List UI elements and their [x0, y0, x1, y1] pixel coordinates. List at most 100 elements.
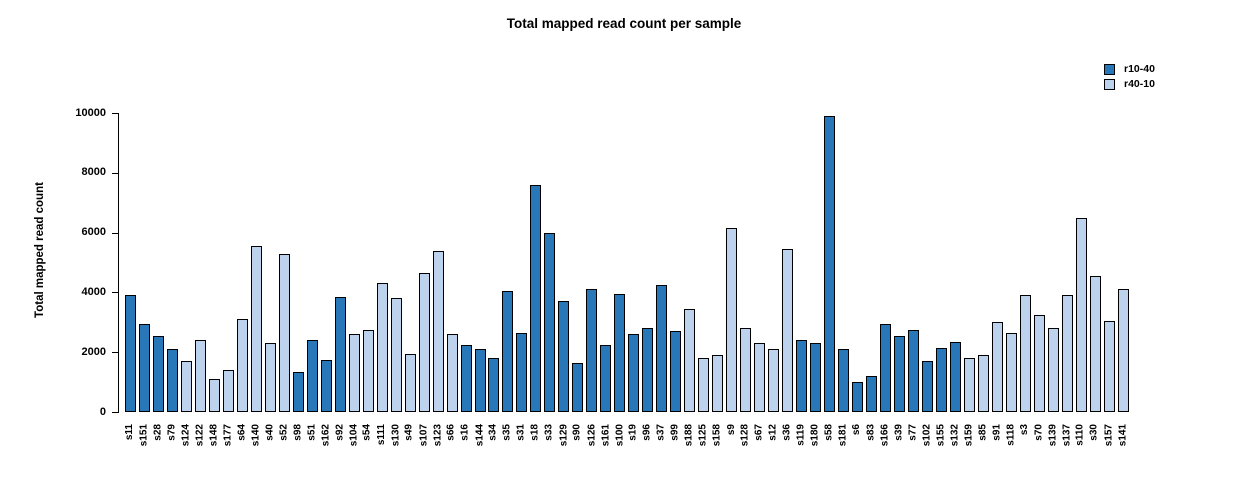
- x-tick-label-s159: s159: [963, 424, 975, 447]
- x-tick-label-s104: s104: [348, 424, 360, 447]
- bar-s12: [768, 349, 780, 412]
- bar-s162: [320, 359, 332, 412]
- bar-s129: [558, 301, 570, 412]
- bar-s91: [991, 322, 1003, 412]
- x-tick-label-s151: s151: [138, 424, 150, 447]
- x-tick-label-s34: s34: [487, 424, 499, 441]
- legend-swatch-r10-40-icon: [1104, 64, 1115, 75]
- bar-s148: [208, 379, 220, 412]
- x-tick-label-s119: s119: [795, 424, 807, 446]
- x-tick-label-s37: s37: [655, 424, 667, 441]
- x-tick-label-s49: s49: [404, 424, 416, 441]
- bar-s157: [1103, 320, 1115, 412]
- bar-s11: [125, 295, 136, 412]
- x-tick-label-s139: s139: [1047, 424, 1059, 447]
- bar-s77: [907, 329, 919, 412]
- y-tick-mark: [112, 113, 119, 114]
- bar-s158: [712, 355, 724, 412]
- bar-s83: [865, 376, 877, 412]
- y-tick-mark: [112, 352, 119, 354]
- x-tick-label-s148: s148: [208, 424, 220, 447]
- legend-label-r40-10: r40-10: [1124, 78, 1155, 90]
- x-tick-label-s79: s79: [166, 424, 178, 441]
- bar-s35: [502, 290, 514, 412]
- bar-s30: [1089, 276, 1101, 412]
- y-tick-label-2000: 2000: [81, 345, 106, 358]
- bar-s70: [1033, 314, 1045, 412]
- bar-s96: [642, 328, 654, 412]
- x-tick-label-s122: s122: [194, 424, 206, 447]
- y-tick-label-6000: 6000: [81, 226, 106, 239]
- bar-s180: [810, 343, 822, 412]
- y-tick-label-0: 0: [99, 405, 106, 418]
- x-tick-label-s129: s129: [557, 424, 569, 447]
- x-tick-label-s85: s85: [977, 424, 989, 441]
- x-tick-label-s161: s161: [599, 424, 611, 447]
- bar-s126: [586, 289, 598, 412]
- y-tick-label-8000: 8000: [81, 166, 106, 179]
- bar-s104: [348, 334, 360, 412]
- bar-s161: [600, 344, 612, 412]
- x-tick-label-s123: s123: [432, 424, 444, 447]
- bar-s66: [446, 334, 458, 412]
- bar-s90: [572, 362, 584, 412]
- x-tick-label-s137: s137: [1061, 424, 1073, 447]
- x-tick-label-s66: s66: [446, 424, 458, 441]
- bar-s181: [837, 349, 849, 412]
- x-tick-label-s33: s33: [543, 424, 555, 441]
- x-tick-label-s35: s35: [501, 424, 513, 441]
- x-tick-label-s128: s128: [739, 424, 751, 447]
- y-tick-label-10000: 10000: [75, 106, 106, 119]
- y-tick-mark: [112, 172, 119, 174]
- bar-s39: [893, 335, 905, 412]
- bar-s102: [921, 361, 933, 412]
- bar-s124: [180, 361, 192, 412]
- bar-s28: [152, 335, 164, 412]
- x-tick-label-s132: s132: [949, 424, 961, 447]
- bar-s137: [1061, 295, 1073, 412]
- bar-s132: [949, 341, 961, 412]
- legend-item-r10-40: r10-40: [1104, 62, 1155, 77]
- x-tick-label-s166: s166: [879, 424, 891, 447]
- bar-s16: [460, 344, 472, 412]
- x-tick-label-s130: s130: [390, 424, 402, 447]
- x-tick-label-s67: s67: [753, 424, 765, 441]
- bar-s18: [530, 184, 542, 412]
- bar-s31: [516, 332, 528, 412]
- bar-s119: [796, 340, 808, 412]
- bar-s98: [292, 371, 304, 412]
- x-tick-label-s126: s126: [585, 424, 597, 447]
- x-tick-label-s141: s141: [1117, 424, 1129, 447]
- bar-s67: [754, 343, 766, 412]
- bar-s144: [474, 349, 486, 412]
- bar-s151: [138, 323, 150, 412]
- x-tick-label-s31: s31: [515, 424, 527, 441]
- bar-s100: [614, 293, 626, 412]
- bar-s107: [418, 273, 430, 412]
- x-tick-label-s51: s51: [306, 424, 318, 441]
- bar-s118: [1005, 332, 1017, 412]
- x-tick-label-s107: s107: [418, 424, 430, 447]
- x-tick-label-s98: s98: [292, 424, 304, 441]
- bar-s130: [390, 298, 402, 412]
- bar-s6: [851, 382, 863, 412]
- bar-s166: [879, 323, 891, 412]
- x-tick-label-s28: s28: [152, 424, 164, 441]
- x-tick-label-s30: s30: [1089, 424, 1101, 441]
- bar-s64: [236, 319, 248, 412]
- legend-label-r10-40: r10-40: [1124, 63, 1155, 75]
- x-tick-label-s70: s70: [1033, 424, 1045, 441]
- x-tick-label-s111: s111: [376, 424, 388, 446]
- bar-s125: [698, 358, 710, 412]
- y-tick-mark: [112, 232, 119, 234]
- x-tick-label-s36: s36: [781, 424, 793, 441]
- x-tick-label-s125: s125: [697, 424, 709, 447]
- bar-s49: [404, 353, 416, 412]
- x-tick-label-s77: s77: [907, 424, 919, 441]
- x-tick-label-s18: s18: [529, 424, 541, 441]
- x-tick-label-s12: s12: [767, 424, 779, 441]
- bar-s85: [977, 355, 989, 412]
- x-tick-label-s180: s180: [809, 424, 821, 447]
- x-tick-label-s64: s64: [236, 424, 248, 441]
- x-tick-label-s52: s52: [278, 424, 290, 441]
